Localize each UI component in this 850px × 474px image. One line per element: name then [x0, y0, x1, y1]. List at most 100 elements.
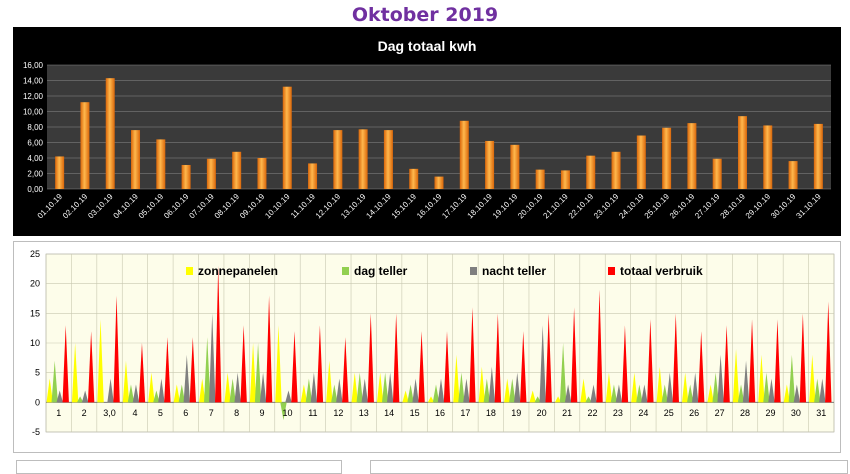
bar — [206, 158, 216, 189]
series-mark — [783, 384, 791, 403]
series-mark — [615, 384, 623, 403]
series-mark — [376, 372, 384, 403]
bar — [813, 123, 823, 189]
x-tick-label: 20 — [537, 408, 547, 418]
series-mark — [681, 372, 689, 403]
y-tick-label: 16,00 — [23, 61, 44, 70]
x-tick-label: 07.10.19 — [187, 192, 216, 221]
series-mark — [189, 337, 197, 403]
series-mark — [793, 384, 801, 403]
x-tick-label: 26.10.19 — [668, 192, 697, 221]
series-mark — [224, 372, 231, 403]
x-tick-label: 7 — [209, 408, 214, 418]
chart-title: Dag totaal kwh — [378, 38, 477, 54]
legend-swatch — [470, 267, 477, 275]
series-mark — [62, 325, 69, 403]
series-mark — [469, 307, 476, 403]
series-mark — [539, 325, 546, 403]
bar — [611, 151, 621, 189]
x-tick-label: 29.10.19 — [744, 192, 773, 221]
series-mark — [788, 354, 796, 403]
y-tick-label: -5 — [32, 427, 40, 437]
bar — [586, 155, 596, 189]
series-mark — [412, 378, 419, 403]
x-tick-label: 17.10.19 — [440, 192, 469, 221]
series-mark — [768, 378, 775, 403]
series-mark — [122, 360, 130, 403]
x-tick-label: 4 — [132, 408, 137, 418]
x-tick-label: 10.10.19 — [263, 192, 292, 221]
x-tick-label: 24 — [638, 408, 648, 418]
series-mark — [656, 366, 663, 403]
bar — [687, 123, 697, 189]
x-tick-label: 10 — [282, 408, 292, 418]
series-mark — [774, 319, 781, 403]
series-mark — [407, 384, 414, 403]
x-tick-label: 28 — [740, 408, 750, 418]
y-tick-label: 15 — [30, 308, 40, 318]
series-mark — [71, 343, 79, 403]
series-mark — [458, 372, 465, 403]
series-mark — [596, 289, 603, 403]
series-mark — [672, 313, 679, 403]
energy-breakdown-chart-frame: -5 0 5 10 15 20 25 1 2 3,0 4 5 6 7 8 9 10 11 12 13 14 15 16 17 1… — [13, 241, 841, 453]
x-tick-label: 01.10.19 — [36, 192, 65, 221]
bar — [662, 127, 672, 189]
bar — [485, 140, 495, 189]
series-mark — [732, 348, 740, 403]
y-tick-label: 12,00 — [23, 92, 44, 101]
series-mark — [554, 396, 562, 403]
series-mark — [697, 331, 705, 403]
series-mark — [367, 313, 374, 403]
x-tick-label: 11.10.19 — [289, 192, 317, 220]
x-tick-label: 29 — [765, 408, 775, 418]
x-tick-label: 16.10.19 — [415, 192, 444, 221]
bar — [434, 176, 444, 189]
series-mark — [707, 384, 714, 403]
x-tick-label: 3,0 — [103, 408, 116, 418]
series-mark — [488, 366, 496, 403]
series-mark — [585, 396, 592, 403]
series-mark — [545, 313, 552, 403]
x-tick-label: 13.10.19 — [339, 192, 368, 221]
x-tick-label: 1 — [56, 408, 61, 418]
series-mark — [204, 337, 211, 403]
series-mark — [46, 378, 53, 403]
legend-label: totaal verbruik — [620, 264, 703, 278]
x-tick-label: 30.10.19 — [769, 192, 798, 221]
series-mark — [51, 360, 58, 403]
series-mark — [259, 372, 267, 403]
y-tick-label: 0,00 — [27, 185, 43, 194]
series-mark — [138, 343, 146, 403]
x-tick-label: 22 — [588, 408, 598, 418]
series-mark — [666, 372, 673, 403]
bar — [105, 78, 115, 189]
x-tick-label: 05.10.19 — [137, 192, 166, 221]
bar — [55, 156, 65, 189]
legend-swatch — [608, 267, 615, 275]
x-tick-label: 13 — [359, 408, 369, 418]
bar — [459, 120, 469, 189]
series-mark — [107, 378, 114, 403]
series-mark — [56, 390, 63, 403]
bar — [560, 170, 570, 189]
series-mark — [636, 384, 643, 403]
bar — [788, 161, 798, 189]
series-mark — [647, 319, 654, 403]
series-mark — [178, 384, 186, 403]
series-mark — [113, 295, 120, 403]
x-tick-label: 20.10.19 — [516, 192, 545, 221]
series-mark — [81, 390, 89, 403]
daily-total-chart: Dag totaal kwh 0,00 2,00 4,00 6,00 8,00 10,00 1… — [13, 27, 841, 236]
bar — [333, 130, 343, 189]
series-mark — [254, 343, 262, 403]
x-tick-label: 19 — [511, 408, 521, 418]
series-mark — [158, 378, 165, 403]
bar — [535, 169, 545, 189]
series-mark — [814, 378, 821, 403]
series-mark — [265, 295, 273, 403]
series-mark — [127, 384, 135, 403]
x-tick-label: 28.10.19 — [719, 192, 748, 221]
bar — [257, 158, 267, 189]
y-tick-label: 10 — [30, 338, 40, 348]
